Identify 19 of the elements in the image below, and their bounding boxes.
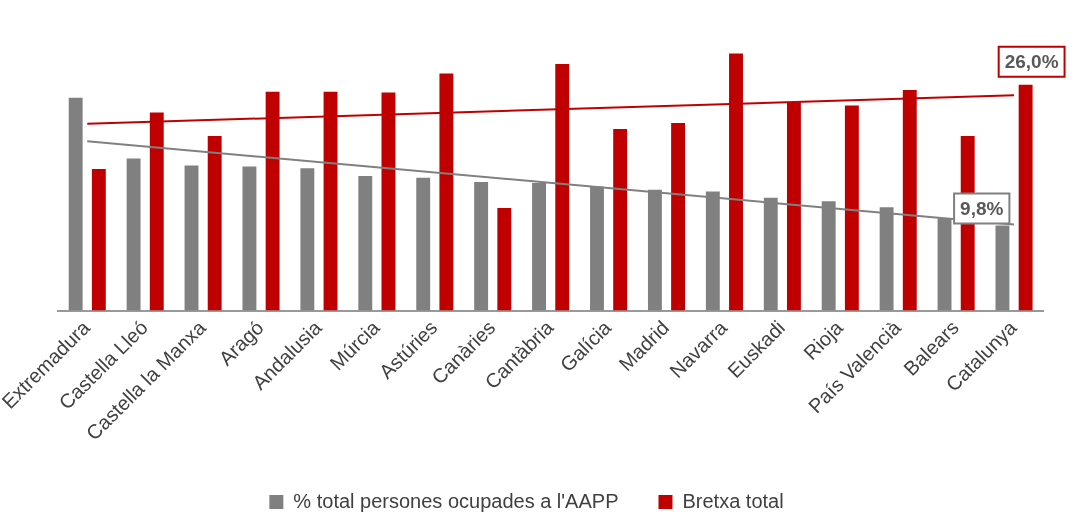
legend-label: % total persones ocupades a l'AAPP <box>293 489 619 512</box>
bar <box>613 129 628 311</box>
bar <box>474 182 489 311</box>
bar <box>91 169 106 311</box>
bar <box>497 208 512 311</box>
bar <box>300 168 315 311</box>
bar <box>242 166 257 311</box>
bar <box>184 165 199 311</box>
bar <box>126 158 141 311</box>
bar <box>416 177 431 311</box>
bar <box>358 175 373 311</box>
bar <box>844 105 859 311</box>
data-label: 9,8% <box>960 197 1004 219</box>
data-label: 26,0% <box>1004 50 1059 72</box>
bar <box>671 122 686 311</box>
bar <box>207 136 222 311</box>
bar <box>1018 84 1033 311</box>
bar <box>68 97 83 311</box>
legend-label: Bretxa total <box>682 489 784 512</box>
